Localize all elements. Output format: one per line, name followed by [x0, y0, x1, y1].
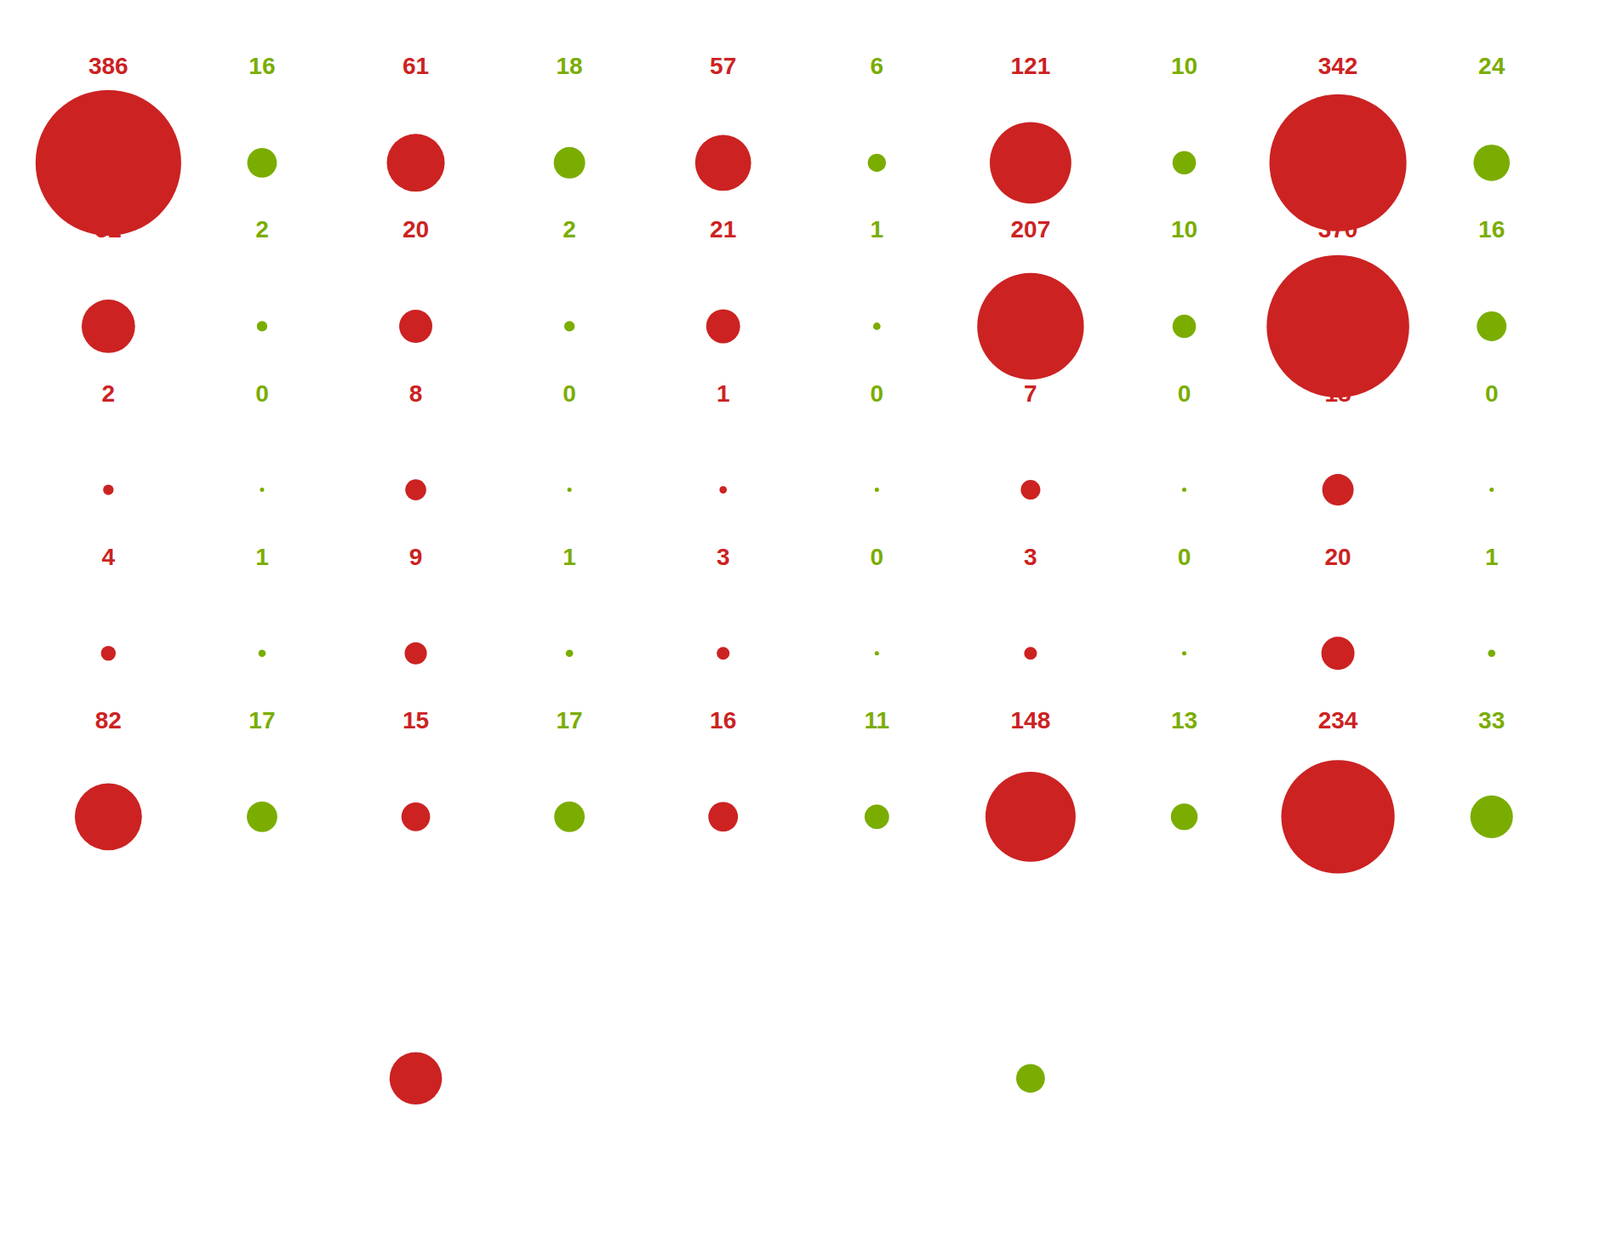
svg-text:2: 2	[255, 216, 269, 243]
svg-text:0: 0	[562, 380, 577, 407]
svg-text:17: 17	[248, 707, 275, 734]
svg-text:0: 0	[870, 380, 885, 407]
svg-text:1: 1	[562, 543, 577, 571]
svg-text:6: 6	[870, 52, 885, 80]
svg-text:20: 20	[1325, 543, 1352, 571]
svg-text:234: 234	[1318, 707, 1359, 734]
svg-text:3: 3	[716, 543, 731, 571]
svg-text:17: 17	[556, 707, 583, 734]
svg-text:370: 370	[1318, 216, 1359, 243]
svg-text:0: 0	[870, 543, 885, 571]
svg-text:8: 8	[409, 380, 423, 407]
svg-text:3: 3	[1023, 543, 1038, 571]
svg-text:24: 24	[1478, 52, 1506, 80]
svg-text:0: 0	[1177, 543, 1192, 571]
svg-text:342: 342	[1318, 52, 1359, 80]
svg-text:18: 18	[1325, 380, 1352, 407]
svg-text:1: 1	[1485, 543, 1499, 571]
svg-text:148: 148	[1011, 707, 1052, 734]
svg-text:4: 4	[102, 543, 116, 571]
svg-text:16: 16	[709, 707, 737, 734]
svg-text:10: 10	[1171, 216, 1198, 243]
svg-text:16: 16	[1478, 216, 1505, 243]
svg-text:82: 82	[95, 707, 122, 734]
svg-text:52: 52	[95, 216, 122, 243]
svg-text:57: 57	[709, 52, 737, 80]
svg-text:10: 10	[1171, 52, 1198, 80]
svg-text:21: 21	[709, 216, 737, 243]
svg-text:9: 9	[409, 543, 423, 571]
svg-text:2: 2	[562, 216, 577, 243]
svg-text:207: 207	[1011, 216, 1052, 243]
svg-text:1: 1	[716, 380, 731, 407]
svg-text:386: 386	[88, 52, 129, 80]
svg-text:18: 18	[556, 52, 583, 80]
svg-text:0: 0	[255, 380, 269, 407]
svg-text:33: 33	[1478, 707, 1505, 734]
svg-text:13: 13	[1171, 707, 1198, 734]
svg-text:0: 0	[1177, 380, 1192, 407]
svg-text:2: 2	[102, 380, 116, 407]
svg-text:1: 1	[255, 543, 269, 571]
svg-text:1: 1	[870, 216, 885, 243]
svg-text:15: 15	[402, 707, 429, 734]
svg-text:16: 16	[248, 52, 275, 80]
svg-text:11: 11	[863, 707, 890, 734]
svg-text:61: 61	[402, 52, 429, 80]
svg-text:0: 0	[1485, 380, 1499, 407]
svg-text:7: 7	[1023, 380, 1038, 407]
svg-text:20: 20	[402, 216, 429, 243]
svg-text:121: 121	[1011, 52, 1052, 80]
